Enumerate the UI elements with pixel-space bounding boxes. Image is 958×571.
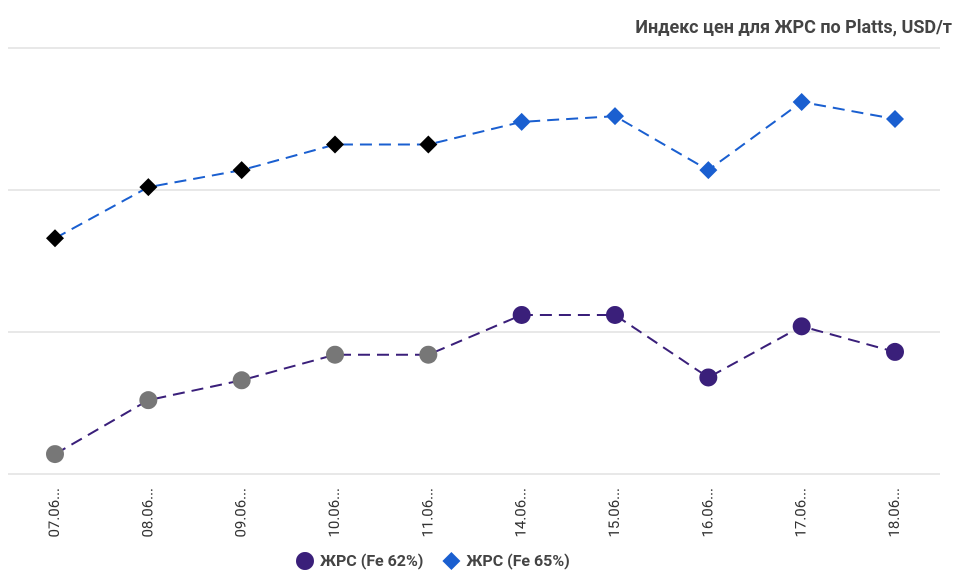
point [326, 345, 344, 364]
x-tick-label: 15.06... [605, 488, 623, 538]
x-tick-label: 09.06... [232, 488, 250, 538]
legend-marker [442, 552, 461, 570]
point [699, 161, 718, 180]
point [606, 107, 624, 126]
x-tick-label: 18.06... [885, 488, 903, 538]
point [232, 161, 251, 180]
point [46, 229, 64, 248]
series-line [54, 100, 896, 240]
x-tick-label: 16.06... [698, 488, 716, 538]
x-tick-label: 07.06... [45, 488, 63, 538]
point [699, 368, 718, 387]
point [512, 305, 531, 324]
point [792, 317, 811, 336]
chart-title: Индекс цен для ЖРС по Platts, USD/т [635, 17, 952, 38]
x-tick-label: 17.06... [792, 488, 810, 538]
legend-marker [296, 552, 314, 570]
x-tick-label: 10.06... [325, 488, 343, 538]
x-tick-label: 14.06... [512, 488, 530, 538]
point [326, 135, 344, 154]
point [46, 445, 64, 464]
point [512, 112, 531, 131]
series-line [54, 313, 896, 455]
point [139, 391, 158, 410]
point [792, 92, 811, 111]
point [886, 342, 904, 361]
point [419, 135, 438, 154]
point [419, 345, 438, 364]
legend-label: ЖРС (Fe 62%) [320, 551, 423, 570]
x-tick-label: 11.06... [418, 488, 436, 538]
point [139, 178, 158, 197]
point [606, 305, 624, 324]
legend-label: ЖРС (Fe 65%) [466, 551, 569, 570]
point [232, 371, 251, 390]
x-tick-label: 08.06... [138, 488, 156, 538]
point [886, 110, 904, 128]
